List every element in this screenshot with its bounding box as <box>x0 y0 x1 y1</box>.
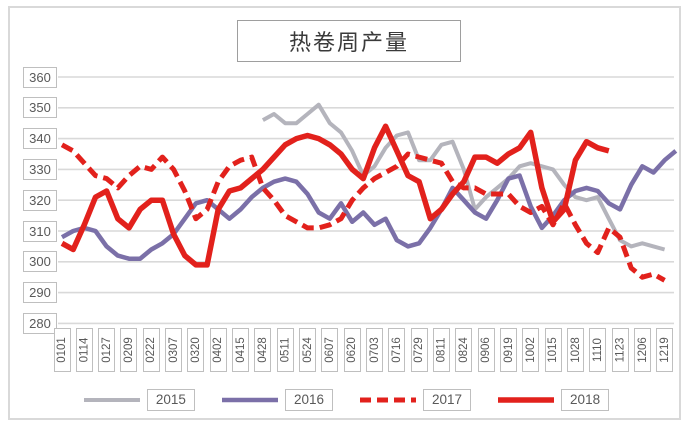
x-tick-text: 1028 <box>569 337 582 363</box>
x-tick-label: 0824 <box>455 328 473 372</box>
x-tick-text: 0114 <box>78 337 91 363</box>
series-line-2016 <box>60 149 678 261</box>
x-tick-text: 0703 <box>368 337 381 363</box>
x-tick-text: 1110 <box>591 338 604 362</box>
x-tick-text: 0607 <box>323 337 336 363</box>
x-tick-text: 0729 <box>413 337 426 363</box>
legend-item-2017[interactable]: 2017 <box>359 389 472 411</box>
x-tick-text: 0209 <box>122 337 135 363</box>
x-tick-text: 0716 <box>390 337 403 363</box>
x-tick-text: 0415 <box>234 337 247 363</box>
x-tick-label: 0127 <box>98 328 116 372</box>
y-tick-label: 280 <box>23 312 57 334</box>
y-tick-label: 360 <box>23 66 57 88</box>
legend-label: 2017 <box>423 389 472 411</box>
chart-title: 热卷周产量 <box>237 20 461 62</box>
x-tick-label: 1002 <box>522 328 540 372</box>
x-tick-label: 0919 <box>499 328 517 372</box>
x-tick-label: 0703 <box>365 328 383 372</box>
legend-label: 2016 <box>284 389 333 411</box>
x-tick-label: 0811 <box>432 328 450 372</box>
x-tick-text: 1002 <box>524 337 537 363</box>
x-tick-label: 0607 <box>321 328 339 372</box>
x-tick-label: 0511 <box>276 328 294 372</box>
x-tick-label: 0729 <box>410 328 428 372</box>
x-tick-text: 0320 <box>189 337 202 363</box>
legend-item-2018[interactable]: 2018 <box>497 389 610 411</box>
x-tick-text: 0307 <box>167 337 180 363</box>
x-tick-label: 1028 <box>566 328 584 372</box>
x-tick-label: 0620 <box>343 328 361 372</box>
x-tick-text: 0428 <box>256 337 269 363</box>
y-tick-label: 300 <box>23 251 57 273</box>
x-tick-text: 0620 <box>346 337 359 363</box>
x-tick-label: 0428 <box>254 328 272 372</box>
x-tick-label: 0906 <box>477 328 495 372</box>
x-tick-text: 0919 <box>502 337 515 363</box>
x-tick-label: 0209 <box>120 328 138 372</box>
x-tick-label: 0320 <box>187 328 205 372</box>
x-tick-text: 0524 <box>301 337 314 363</box>
x-tick-text: 0222 <box>145 337 158 363</box>
x-tick-text: 0127 <box>100 337 113 363</box>
legend-item-2016[interactable]: 2016 <box>221 389 333 411</box>
x-tick-label: 0101 <box>53 328 71 372</box>
x-tick-text: 0906 <box>480 337 493 363</box>
x-tick-label: 1206 <box>633 328 651 372</box>
x-tick-text: 0402 <box>212 337 225 363</box>
x-tick-text: 0101 <box>56 337 68 363</box>
legend-item-2015[interactable]: 2015 <box>83 389 195 411</box>
y-tick-label: 350 <box>23 97 57 119</box>
series-line-2017 <box>60 142 666 283</box>
y-tick-label: 320 <box>23 189 57 211</box>
y-tick-label: 310 <box>23 220 57 242</box>
y-tick-label: 290 <box>23 282 57 304</box>
x-tick-label: 0402 <box>209 328 227 372</box>
x-tick-label: 1110 <box>589 328 607 372</box>
x-tick-label: 0222 <box>142 328 160 372</box>
x-tick-text: 0811 <box>435 337 448 363</box>
x-tick-label: 0307 <box>165 328 183 372</box>
x-tick-text: 1206 <box>636 337 649 363</box>
x-tick-text: 1219 <box>658 337 671 363</box>
x-tick-text: 1015 <box>547 337 560 363</box>
legend-label: 2015 <box>146 389 195 411</box>
x-tick-label: 0716 <box>388 328 406 372</box>
legend-label: 2018 <box>561 389 610 411</box>
x-tick-text: 1123 <box>614 337 627 363</box>
x-tick-label: 1123 <box>611 328 629 372</box>
x-tick-label: 0524 <box>299 328 317 372</box>
x-tick-label: 1219 <box>656 328 674 372</box>
x-tick-label: 0415 <box>232 328 250 372</box>
legend: 2015 2016 2017 2018 <box>0 386 692 414</box>
x-tick-text: 0511 <box>279 337 292 363</box>
x-tick-text: 0824 <box>457 337 470 363</box>
x-tick-label: 0114 <box>75 328 93 372</box>
y-tick-label: 330 <box>23 158 57 180</box>
series-line-2018 <box>60 123 610 268</box>
x-tick-label: 1015 <box>544 328 562 372</box>
series-line-2015 <box>261 102 666 252</box>
y-tick-label: 340 <box>23 128 57 150</box>
